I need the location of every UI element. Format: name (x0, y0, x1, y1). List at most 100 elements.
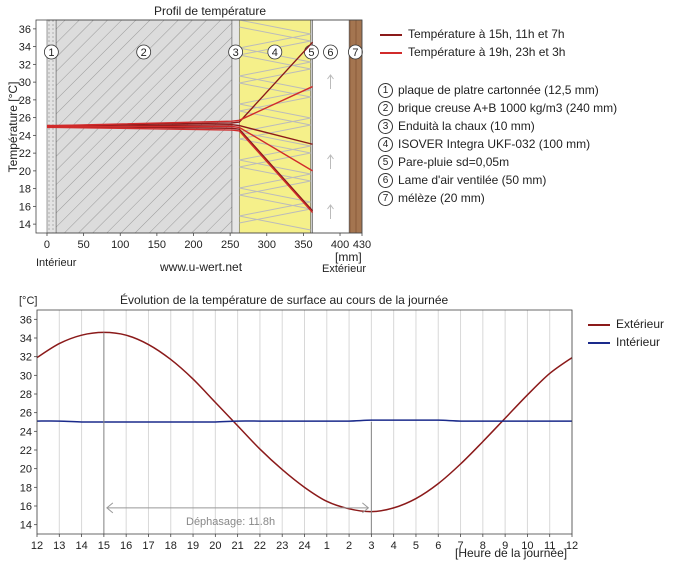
layer-number-2: 2 (141, 47, 147, 59)
legend-swatch (380, 51, 402, 54)
legend-item-interior: Intérieur (588, 335, 660, 349)
y-tick-label: 22 (20, 445, 32, 457)
profile-line (46, 125, 313, 172)
x-tick-label: 12 (31, 540, 43, 552)
x-tick-label: 300 (258, 239, 276, 251)
interior-label: Intérieur (36, 257, 77, 269)
layer-label: Enduità la chaux (10 mm) (398, 119, 535, 133)
x-tick-label: 350 (294, 239, 312, 251)
layer-label: Pare-pluie sd=0,05m (398, 155, 510, 169)
top-x-unit-label: [mm] (335, 250, 362, 264)
x-tick-label: 5 (413, 540, 419, 552)
x-tick-label: 1 (324, 540, 330, 552)
plot-frame (36, 309, 573, 535)
x-tick-label: 18 (165, 540, 177, 552)
x-tick-label: 2 (346, 540, 352, 552)
watermark-text: www.u-wert.net (160, 260, 243, 274)
layer-item-2: 2 brique creuse A+B 1000 kg/m3 (240 mm) (378, 101, 618, 117)
layer-number-5: 5 (308, 47, 314, 59)
x-tick-label: 7 (457, 540, 463, 552)
x-tick-label: 11 (544, 540, 555, 552)
layer-number-badge: 3 (378, 119, 393, 135)
x-tick-label: 8 (480, 540, 486, 552)
x-tick-label: 17 (142, 540, 154, 552)
y-tick-label: 20 (19, 166, 31, 178)
layer-number-badge: 5 (378, 155, 393, 171)
bottom-chart-title: Évolution de la température de surface a… (120, 293, 449, 307)
x-tick-label: 0 (44, 239, 50, 251)
layer-label: ISOVER Integra UKF-032 (100 mm) (398, 137, 591, 151)
x-tick-label: 15 (98, 540, 110, 552)
y-tick-label: 18 (19, 184, 31, 196)
x-tick-label: 23 (276, 540, 288, 552)
layer-number-4: 4 (272, 47, 278, 59)
layer-number-7: 7 (352, 47, 358, 59)
layer-item-4: 4 ISOVER Integra UKF-032 (100 mm) (378, 137, 591, 153)
x-tick-label: 21 (232, 540, 244, 552)
legend-swatch (380, 33, 402, 36)
y-tick-label: 36 (19, 24, 31, 36)
layer-number-badge: 7 (378, 191, 393, 207)
surface-temperature-chart: 12 13 14 15 16 17 18 19 20 21 22 23 24 1 2 3 4 5 6 7 8 9 10 11 1… (20, 309, 578, 552)
x-tick-label: 100 (111, 239, 129, 251)
layer-label: mélèze (20 mm) (398, 191, 485, 205)
x-tick-label: 150 (148, 239, 166, 251)
y-tick-label: 14 (20, 520, 32, 532)
y-tick-label: 24 (20, 426, 32, 438)
x-tick-label: 13 (53, 540, 65, 552)
layer-number-circle (348, 44, 363, 60)
y-tick-label: 30 (19, 77, 31, 89)
top-chart-title: Profil de température (153, 4, 267, 18)
x-tick-label: 22 (254, 540, 266, 552)
legend-label: Température à 19h, 23h et 3h (408, 45, 566, 59)
profile-line (46, 126, 314, 214)
y-tick-label: 20 (20, 464, 32, 476)
x-tick-label: 20 (209, 540, 221, 552)
layer-item-3: 3 Enduità la chaux (10 mm) (378, 119, 535, 135)
profile-line (46, 85, 313, 127)
y-tick-label: 28 (19, 95, 31, 107)
layer-number-circle (228, 44, 244, 60)
legend-item-19h: Température à 19h, 23h et 3h (380, 45, 565, 59)
y-tick-label: 22 (19, 148, 31, 160)
x-tick-label: 50 (77, 239, 89, 251)
y-tick-label: 18 (20, 482, 32, 494)
legend-item-15h: Température à 15h, 11h et 7h (380, 27, 565, 41)
layer-item-5: 5 Pare-pluie sd=0,05m (378, 155, 510, 171)
x-tick-label: 12 (566, 540, 578, 552)
x-tick-label: 10 (521, 540, 533, 552)
bottom-y-axis-label: [°C] (19, 295, 38, 307)
legend-label: Intérieur (616, 335, 661, 349)
layer-item-6: 6 Lame d'air ventilée (50 mm) (378, 173, 546, 189)
layer-number-badge: 1 (378, 83, 393, 99)
phase-shift-annotation: Déphasage: 11.8h (186, 516, 276, 528)
y-tick-label: 36 (20, 314, 32, 326)
y-tick-label: 16 (19, 201, 31, 213)
y-tick-label: 16 (20, 501, 32, 513)
exterior-label: Extérieur (322, 263, 367, 275)
legend-label: Température à 15h, 11h et 7h (408, 27, 565, 41)
x-tick-label: 14 (75, 540, 87, 552)
arrow-head-left (106, 502, 114, 514)
legend-item-exterior: Extérieur (588, 317, 664, 331)
y-tick-label: 34 (20, 333, 32, 345)
layer-number-circle (323, 44, 338, 60)
plot-frame (35, 19, 363, 234)
layer-number-circle (43, 44, 59, 60)
x-tick-label: 4 (391, 540, 397, 552)
layer-number-badge: 4 (378, 137, 393, 153)
legend-swatch (588, 323, 610, 326)
layer-item-7: 7 mélèze (20 mm) (378, 191, 485, 207)
layer-item-1: 1 plaque de platre cartonnée (12,5 mm) (378, 83, 599, 99)
layer-number-circle (267, 44, 283, 60)
x-tick-label: 400 (331, 239, 349, 251)
x-tick-label: 9 (502, 540, 508, 552)
y-tick-label: 32 (20, 352, 32, 364)
x-tick-label: 19 (187, 540, 199, 552)
layer-label: brique creuse A+B 1000 kg/m3 (240 mm) (398, 101, 618, 115)
y-tick-label: 28 (20, 389, 32, 401)
x-tick-label: 24 (298, 540, 310, 552)
